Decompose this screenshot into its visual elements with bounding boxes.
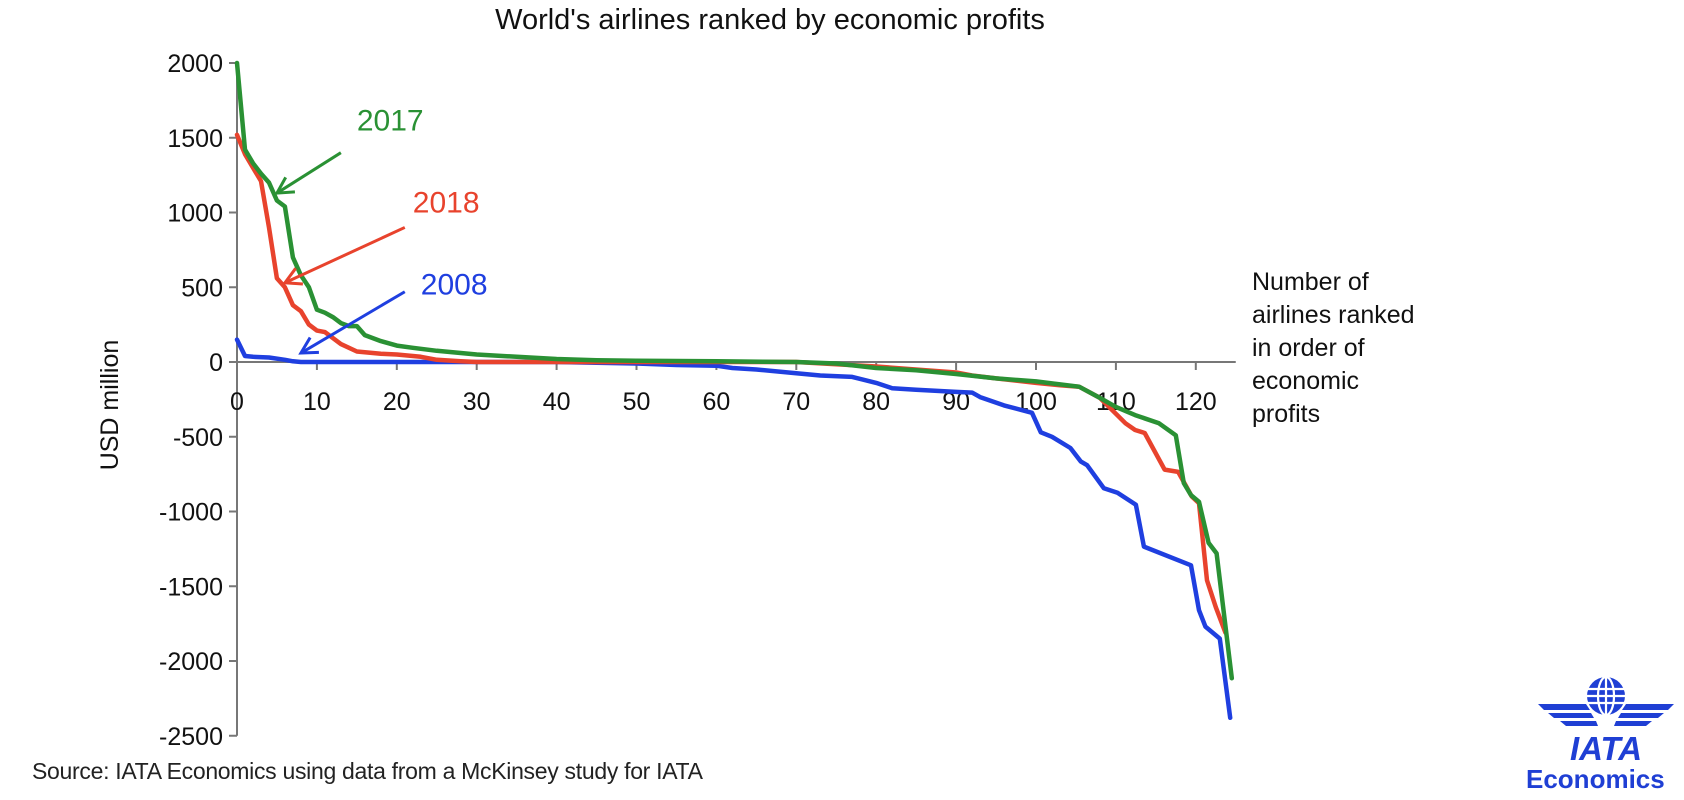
y-tick-label: -1500 [159,573,223,601]
x-tick-label: 50 [623,388,651,416]
arrow-2017 [276,151,342,195]
y-axis-label: USD million [96,340,124,471]
x-axis-label: Number of airlines ranked in order of ec… [1252,266,1452,431]
y-tick-label: 1500 [167,125,223,153]
series-line-2017 [234,60,1235,681]
y-tick-label: -2500 [159,723,223,751]
x-tick-label: 20 [383,388,411,416]
series-line-2008 [234,337,1233,721]
y-tick-label: -500 [173,424,223,452]
series-line-2018 [234,132,1228,635]
series-label-2017: 2017 [357,104,424,137]
y-tick-label: 2000 [167,50,223,78]
source-note: Source: IATA Economics using data from a… [32,758,703,784]
series-label-2008: 2008 [421,269,488,302]
arrow-2018 [284,226,406,285]
arrow-head-2017 [274,176,296,195]
x-tick-label: 120 [1175,388,1217,416]
arrow-head-2018 [282,267,304,286]
axes: 2000150010005000-500-1000-1500-2000-2500… [159,50,1236,751]
chart-title: World's airlines ranked by economic prof… [495,4,1045,36]
logo-subtitle: Economics [1526,764,1665,794]
x-tick-label: 40 [543,388,571,416]
x-axis-label-line: airlines ranked [1252,301,1415,329]
arrow-head-2008 [298,336,319,355]
y-tick-label: -1000 [159,499,223,527]
y-tick-label: 1000 [167,200,223,228]
arrow-2008 [300,290,406,355]
series-lines [234,60,1235,721]
x-axis-label-line: profits [1252,400,1321,428]
x-tick-label: 70 [782,388,810,416]
x-tick-label: 10 [303,388,331,416]
x-axis-label-line: Number of [1252,268,1369,296]
globe-wings-icon: IATA [1538,675,1674,767]
y-tick-label: -2000 [159,648,223,676]
x-axis-label-line: in order of [1252,334,1365,362]
y-tick-label: 500 [181,274,223,302]
x-tick-label: 60 [702,388,730,416]
y-tick-label: 0 [209,349,223,377]
x-axis-label-line: economic [1252,367,1359,395]
series-label-2018: 2018 [413,187,480,220]
iata-wordmark: IATA [1570,730,1642,767]
annotations: 2017 2018 2008 [274,104,488,355]
x-tick-label: 30 [463,388,491,416]
x-tick-label: 0 [230,388,244,416]
x-tick-label: 80 [862,388,890,416]
